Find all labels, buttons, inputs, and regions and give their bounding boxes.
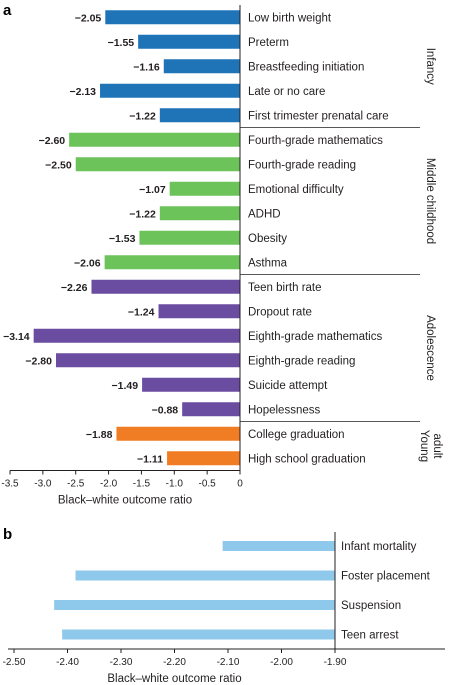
x-tick-label: -2.10 [217, 657, 240, 668]
value-label: −1.24 [128, 306, 155, 318]
bar-obesity [139, 230, 240, 245]
category-label: Eighth-grade reading [248, 355, 355, 367]
value-label: −3.14 [3, 331, 30, 343]
bar-infant-mortality [222, 541, 335, 551]
category-label: ADHD [248, 208, 281, 220]
category-label: Late or no care [248, 86, 325, 98]
category-label: Asthma [248, 257, 288, 269]
x-tick-label: -2.00 [270, 657, 293, 668]
category-label: Breastfeeding initiation [248, 61, 364, 73]
category-label: Obesity [248, 233, 287, 245]
panel-a-letter: a [3, 2, 12, 19]
value-label: −2.50 [45, 159, 72, 171]
value-label: −2.80 [25, 355, 52, 367]
category-label: Suspension [341, 600, 401, 612]
x-tick-label: 0 [237, 479, 243, 490]
bar-hopelessness [182, 402, 240, 417]
category-label: College graduation [248, 429, 345, 441]
bar-teen-arrest [62, 629, 336, 640]
bar-emotional-difficulty [169, 181, 240, 196]
bar-suspension [54, 600, 335, 610]
value-label: −1.22 [129, 110, 156, 122]
group-label-young-adult: Youngadult [418, 430, 443, 462]
value-label: −1.11 [137, 453, 163, 465]
value-label: −1.16 [133, 61, 160, 73]
x-tick-label: -1.5 [133, 479, 151, 490]
x-tick-label: -1.90 [324, 657, 347, 668]
x-tick-label: -2.40 [56, 657, 79, 668]
x-tick-label: -3.5 [1, 479, 19, 490]
bar-eighth-grade-reading [56, 353, 240, 368]
value-label: −2.13 [69, 86, 96, 98]
category-label: High school graduation [248, 453, 366, 465]
group-label-infancy: Infancy [424, 48, 436, 85]
x-tick-label: -1.0 [166, 479, 184, 490]
bar-breastfeeding-initiation [163, 59, 240, 74]
category-label: Hopelessness [248, 404, 320, 416]
bar-fourth-grade-reading [75, 157, 240, 172]
bar-fourth-grade-mathematics [69, 132, 241, 147]
x-axis-title: Black–white outcome ratio [58, 495, 192, 507]
x-tick-label: -3.0 [34, 479, 52, 490]
category-label: Infant mortality [341, 541, 417, 553]
panel-b-letter: b [3, 526, 12, 543]
category-label: Suicide attempt [248, 380, 328, 392]
value-label: −1.55 [108, 37, 135, 49]
value-label: −2.26 [61, 282, 88, 294]
value-label: −2.06 [74, 257, 101, 269]
bar-suicide-attempt [142, 377, 240, 392]
value-label: −0.88 [152, 404, 179, 416]
bar-first-trimester-prenatal-care [159, 108, 240, 123]
category-label: Emotional difficulty [248, 184, 344, 196]
value-label: −1.88 [86, 429, 113, 441]
category-label: Preterm [248, 37, 289, 49]
bar-eighth-grade-mathematics [33, 328, 241, 343]
bar-late-or-no-care [100, 83, 241, 98]
x-axis-title: Black–white outcome ratio [107, 673, 241, 685]
value-label: −2.60 [39, 135, 66, 147]
bar-college-graduation [116, 426, 240, 441]
value-label: −1.07 [139, 184, 166, 196]
bar-preterm [138, 34, 240, 49]
x-tick-label: -2.0 [100, 479, 118, 490]
value-label: −1.22 [129, 208, 156, 220]
bar-dropout-rate [158, 304, 240, 319]
bar-high-school-graduation [167, 451, 240, 466]
x-tick-label: -2.50 [3, 657, 26, 668]
value-label: −1.49 [112, 380, 139, 392]
group-label-adolescence: Adolescence [424, 315, 436, 381]
x-tick-label: -2.5 [67, 479, 85, 490]
category-label: Foster placement [341, 571, 431, 583]
category-label: First trimester prenatal care [248, 110, 389, 122]
panel-b-chart: Infant mortality Foster placement Suspensi… [3, 532, 445, 685]
category-label: Teen arrest [341, 630, 399, 642]
x-tick-label: -2.30 [110, 657, 133, 668]
bar-foster-placement [75, 570, 336, 581]
value-label: −1.53 [109, 233, 136, 245]
x-tick-label: -0.5 [199, 479, 217, 490]
value-label: −2.05 [75, 12, 102, 24]
bar-asthma [104, 255, 240, 270]
bar-low-birth-weight [105, 10, 241, 25]
category-label: Eighth-grade mathematics [248, 331, 382, 343]
category-label: Fourth-grade mathematics [248, 135, 383, 147]
group-label-middle-childhood: Middle childhood [424, 158, 436, 244]
bar-adhd [159, 206, 240, 221]
category-label: Teen birth rate [248, 282, 322, 294]
category-label: Fourth-grade reading [248, 159, 356, 171]
category-label: Dropout rate [248, 306, 312, 318]
x-tick-label: -2.20 [163, 657, 186, 668]
group-label-line: Young [418, 430, 430, 462]
bar-teen-birth-rate [91, 279, 240, 294]
group-label-line: adult [431, 434, 443, 460]
category-label: Low birth weight [248, 12, 332, 24]
